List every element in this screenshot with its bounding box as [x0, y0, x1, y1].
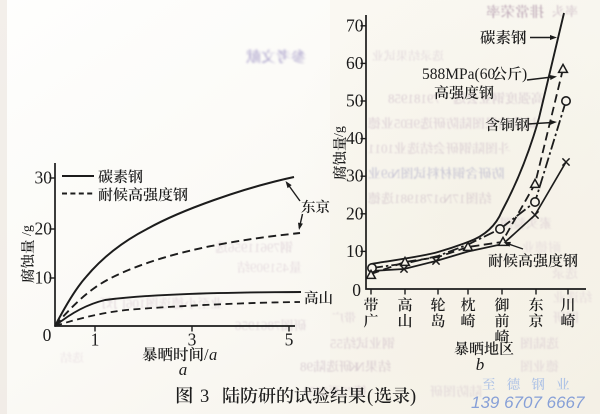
svg-text:1: 1 — [270, 260, 277, 275]
svg-text:7: 7 — [452, 191, 459, 206]
svg-text:7: 7 — [273, 240, 280, 255]
svg-text:3: 3 — [200, 387, 209, 407]
svg-text:o: o — [440, 191, 447, 206]
svg-text:5: 5 — [235, 240, 242, 255]
svg-text:1: 1 — [388, 141, 395, 156]
svg-text:N: N — [355, 359, 365, 374]
svg-text:9: 9 — [267, 240, 274, 255]
svg-text:3: 3 — [341, 384, 348, 399]
svg-text:b: b — [476, 355, 485, 374]
svg-text:50: 50 — [346, 91, 364, 111]
svg-text:1: 1 — [459, 191, 466, 206]
svg-text:1: 1 — [414, 191, 421, 206]
svg-text:0: 0 — [133, 296, 140, 311]
svg-text:/g: /g — [332, 126, 347, 137]
svg-text:8: 8 — [300, 359, 307, 374]
svg-text:5: 5 — [309, 384, 316, 399]
svg-text:6: 6 — [260, 240, 267, 255]
svg-text:10: 10 — [35, 268, 53, 288]
svg-text:5: 5 — [394, 116, 401, 131]
svg-text:9: 9 — [241, 240, 248, 255]
svg-text:6: 6 — [228, 240, 235, 255]
svg-text:a: a — [209, 345, 217, 364]
svg-text:1: 1 — [254, 240, 261, 255]
svg-text:/: / — [204, 345, 209, 364]
svg-text:o: o — [388, 166, 395, 181]
svg-text:0: 0 — [43, 325, 52, 345]
svg-text:139 6707 6667: 139 6707 6667 — [471, 393, 585, 412]
svg-text:(: ( — [367, 387, 373, 407]
svg-text:30: 30 — [346, 166, 364, 186]
svg-text:): ) — [410, 387, 416, 407]
svg-text:9: 9 — [401, 91, 408, 106]
svg-text:1: 1 — [91, 330, 100, 350]
svg-text:1: 1 — [368, 141, 375, 156]
svg-text:1: 1 — [408, 91, 415, 106]
svg-text:588MPa(60: 588MPa(60 — [422, 66, 495, 83]
svg-text:9: 9 — [263, 260, 270, 275]
svg-text:E: E — [406, 116, 414, 131]
svg-text:2: 2 — [322, 384, 329, 399]
svg-text:0: 0 — [257, 260, 264, 275]
svg-text:20: 20 — [35, 219, 53, 239]
svg-text:8: 8 — [401, 191, 408, 206]
svg-text:5: 5 — [395, 91, 402, 106]
svg-text:1: 1 — [421, 91, 428, 106]
svg-text:1: 1 — [394, 191, 401, 206]
svg-text:5: 5 — [285, 330, 294, 350]
svg-text:a: a — [179, 360, 188, 379]
svg-text:N: N — [391, 166, 401, 181]
svg-text:K: K — [349, 359, 359, 374]
svg-text:8: 8 — [414, 91, 421, 106]
svg-text:N: N — [443, 191, 453, 206]
svg-text:30: 30 — [35, 168, 53, 188]
svg-text:5: 5 — [276, 260, 283, 275]
svg-text:3: 3 — [188, 330, 197, 350]
svg-text:70: 70 — [346, 15, 364, 35]
svg-text:0: 0 — [352, 280, 361, 300]
svg-text:0: 0 — [381, 141, 388, 156]
svg-text:8: 8 — [388, 91, 395, 106]
svg-text:4: 4 — [282, 260, 289, 275]
svg-text:9: 9 — [407, 191, 414, 206]
svg-text:7: 7 — [347, 384, 354, 399]
svg-text:9: 9 — [307, 359, 314, 374]
svg-text:9: 9 — [427, 91, 434, 106]
svg-text:7: 7 — [426, 191, 433, 206]
svg-text:5: 5 — [337, 336, 344, 351]
svg-text:9: 9 — [381, 166, 388, 181]
svg-text:10: 10 — [346, 241, 364, 261]
svg-text:9: 9 — [250, 260, 257, 275]
svg-text:40: 40 — [346, 128, 364, 148]
svg-text:1: 1 — [139, 296, 146, 311]
svg-text:1: 1 — [375, 141, 382, 156]
svg-text:0: 0 — [401, 116, 408, 131]
svg-text:1: 1 — [248, 240, 255, 255]
svg-text:6: 6 — [126, 296, 133, 311]
svg-text:5: 5 — [330, 336, 337, 351]
svg-text:1: 1 — [433, 191, 440, 206]
svg-text:8: 8 — [420, 191, 427, 206]
svg-text:/g: /g — [20, 225, 35, 236]
svg-text:20: 20 — [346, 203, 364, 223]
svg-text:60: 60 — [346, 53, 364, 73]
svg-text:9: 9 — [414, 116, 421, 131]
svg-text:): ) — [522, 66, 527, 83]
